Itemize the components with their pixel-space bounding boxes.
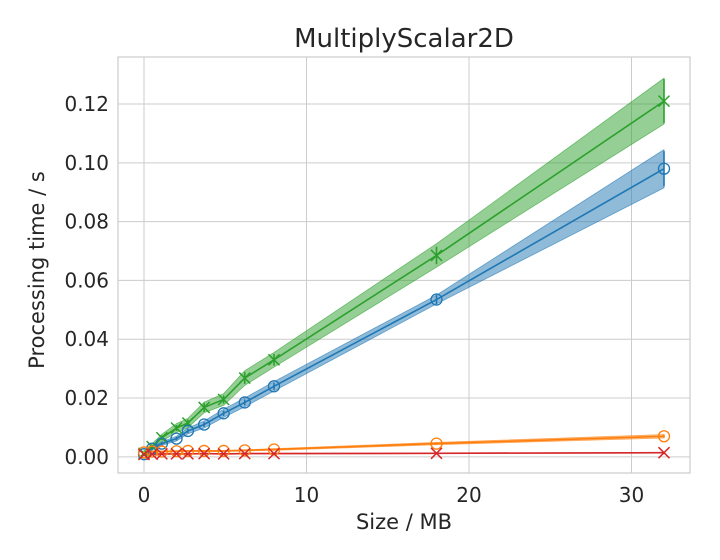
series-2-point — [181, 444, 195, 458]
series-0-band — [143, 77, 665, 457]
series-0-point — [657, 95, 671, 108]
band-layer — [143, 77, 665, 457]
y-tick-label: 0.04 — [64, 327, 109, 351]
series-1-point — [155, 437, 169, 450]
x-axis-label: Size / MB — [356, 510, 452, 534]
series-2-point — [197, 444, 211, 458]
series-0-point — [217, 393, 230, 406]
y-tick-label: 0.06 — [64, 268, 109, 292]
series-1-point — [217, 407, 230, 420]
series-2-point — [217, 444, 230, 458]
y-tick-labels: 0.00 0.02 0.04 0.06 0.08 0.10 0.12 — [64, 92, 109, 469]
series-1-point — [181, 424, 195, 438]
series-1-point — [267, 380, 281, 393]
series-2-point — [238, 444, 251, 457]
y-tick-label: 0.12 — [64, 92, 109, 116]
series-3-point — [181, 447, 194, 460]
series-3-point — [657, 446, 671, 459]
chart-title: MultiplyScalar2D — [294, 24, 514, 54]
y-tick-label: 0.00 — [64, 445, 109, 469]
series-0-point — [170, 421, 183, 435]
y-axis-label: Processing time / s — [25, 171, 49, 369]
series-3-point — [267, 447, 281, 460]
series-1-point — [197, 418, 211, 431]
x-tick-label: 20 — [456, 483, 481, 507]
x-tick-label: 30 — [619, 483, 644, 507]
series-2-point — [267, 443, 281, 456]
series-0-point — [198, 401, 211, 414]
series-3-point — [146, 448, 159, 461]
series-0-point — [267, 353, 281, 366]
series-3-point — [198, 447, 211, 460]
series-0-point — [430, 249, 443, 262]
series-1-point — [170, 432, 183, 445]
y-tick-label: 0.02 — [64, 386, 109, 410]
series-2-point — [155, 445, 169, 458]
series-3-point — [430, 447, 443, 460]
plot-frame — [117, 56, 691, 474]
y-tick-label: 0.08 — [64, 210, 109, 234]
series-1-band — [143, 148, 665, 457]
series-0-point — [238, 372, 251, 385]
series-2-point — [657, 430, 671, 443]
x-tick-label: 10 — [294, 483, 319, 507]
series-3-point — [170, 447, 183, 460]
series-1-point — [657, 162, 671, 175]
series-3-point — [155, 447, 168, 460]
x-tick-labels: 0 10 20 30 — [138, 483, 645, 507]
y-tick-label: 0.10 — [64, 151, 109, 175]
series-1-point — [238, 396, 251, 409]
series-2-point — [430, 437, 443, 450]
series-3-point — [238, 447, 251, 460]
x-tick-label: 0 — [138, 483, 151, 507]
marker-layer — [137, 79, 671, 461]
series-1-point — [430, 293, 443, 306]
series-3-point — [217, 447, 230, 460]
